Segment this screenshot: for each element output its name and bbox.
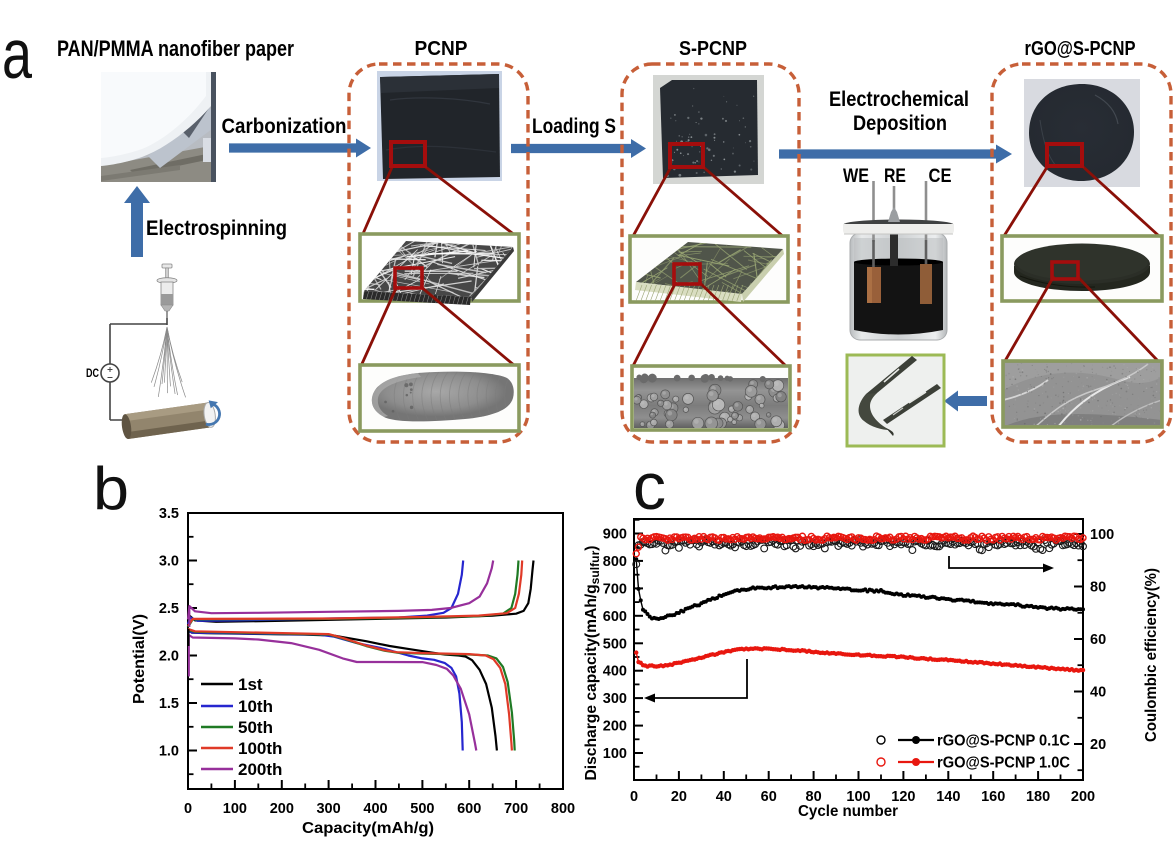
svg-text:800: 800: [551, 801, 575, 817]
svg-text:PAN/PMMA nanofiber paper: PAN/PMMA nanofiber paper: [57, 36, 294, 61]
svg-text:DC: DC: [86, 366, 99, 380]
svg-text:Deposition: Deposition: [853, 111, 947, 135]
svg-text:10th: 10th: [238, 697, 273, 716]
svg-text:300: 300: [316, 801, 340, 817]
svg-text:300: 300: [603, 691, 627, 707]
svg-text:700: 700: [504, 801, 528, 817]
svg-text:200: 200: [1071, 789, 1095, 805]
svg-text:800: 800: [603, 554, 627, 570]
svg-text:1.5: 1.5: [159, 696, 179, 712]
svg-text:0: 0: [184, 801, 192, 817]
svg-text:b: b: [93, 455, 129, 522]
svg-text:Electrochemical: Electrochemical: [829, 87, 969, 111]
svg-text:200: 200: [603, 719, 627, 735]
svg-text:100: 100: [223, 801, 247, 817]
svg-text:Cycle number: Cycle number: [798, 803, 898, 820]
svg-text:100: 100: [603, 746, 627, 762]
svg-text:80: 80: [1090, 580, 1106, 596]
svg-text:20: 20: [671, 789, 687, 805]
svg-text:WE: WE: [843, 166, 869, 187]
svg-text:RE: RE: [884, 166, 906, 187]
svg-text:60: 60: [761, 789, 777, 805]
svg-text:rGO@S-PCNP 0.1C: rGO@S-PCNP 0.1C: [937, 733, 1070, 750]
svg-text:CE: CE: [929, 166, 952, 187]
svg-text:1.0: 1.0: [159, 744, 179, 760]
svg-text:200: 200: [270, 801, 294, 817]
svg-text:rGO@S-PCNP: rGO@S-PCNP: [1025, 38, 1136, 60]
svg-text:600: 600: [603, 609, 627, 625]
svg-text:160: 160: [981, 789, 1005, 805]
svg-text:PCNP: PCNP: [415, 38, 468, 60]
svg-text:3.5: 3.5: [159, 506, 179, 522]
svg-text:Carbonization: Carbonization: [222, 114, 347, 138]
svg-text:200th: 200th: [238, 760, 282, 779]
svg-text:1st: 1st: [238, 675, 263, 694]
svg-text:60: 60: [1090, 632, 1106, 648]
svg-text:Coulombic efficiency(%): Coulombic efficiency(%): [1143, 568, 1160, 742]
svg-text:500: 500: [603, 636, 627, 652]
svg-text:40: 40: [716, 789, 732, 805]
svg-text:600: 600: [457, 801, 481, 817]
svg-text:400: 400: [363, 801, 387, 817]
svg-text:Electrospinning: Electrospinning: [146, 216, 287, 240]
svg-text:500: 500: [410, 801, 434, 817]
svg-text:Potential(V): Potential(V): [131, 614, 148, 704]
svg-text:2.5: 2.5: [159, 601, 179, 617]
svg-text:40: 40: [1090, 685, 1106, 701]
svg-text:c: c: [633, 449, 666, 523]
svg-text:S-PCNP: S-PCNP: [679, 38, 747, 60]
svg-text:50th: 50th: [238, 718, 273, 737]
svg-text:400: 400: [603, 664, 627, 680]
svg-text:180: 180: [1026, 789, 1050, 805]
svg-text:Loading S: Loading S: [532, 114, 616, 138]
svg-text:rGO@S-PCNP 1.0C: rGO@S-PCNP 1.0C: [937, 755, 1070, 772]
svg-text:20: 20: [1090, 737, 1106, 753]
svg-text:700: 700: [603, 581, 627, 597]
svg-text:140: 140: [936, 789, 960, 805]
svg-text:900: 900: [603, 527, 627, 543]
svg-text:Discharge capacity(mAh/gsulfur: Discharge capacity(mAh/gsulfur): [583, 546, 602, 781]
svg-text:Capacity(mAh/g): Capacity(mAh/g): [302, 820, 434, 837]
svg-text:a: a: [2, 15, 32, 93]
svg-text:2.0: 2.0: [159, 649, 179, 665]
svg-text:3.0: 3.0: [159, 554, 179, 570]
svg-text:100th: 100th: [238, 739, 282, 758]
svg-text:0: 0: [630, 789, 638, 805]
svg-text:100: 100: [1090, 527, 1114, 543]
